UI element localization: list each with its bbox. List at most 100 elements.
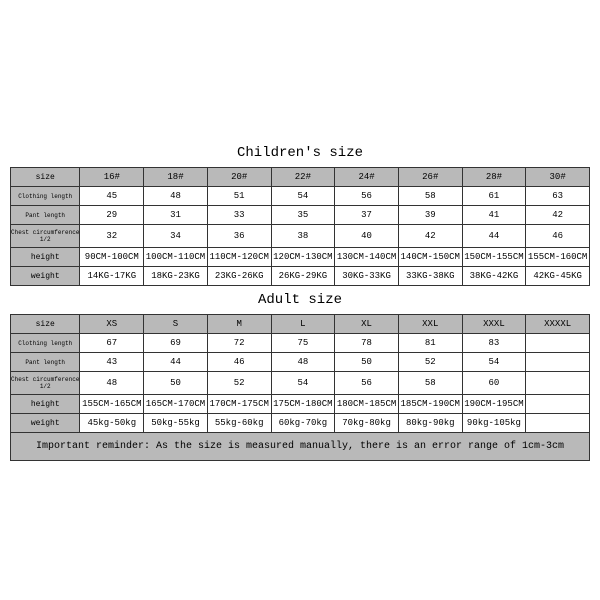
table-cell: 75 xyxy=(271,334,335,353)
row-label: Clothing length xyxy=(11,334,80,353)
table-cell: 42 xyxy=(398,225,462,248)
table-cell: 50 xyxy=(144,372,208,395)
table-cell: 38 xyxy=(271,225,335,248)
table-cell: 81 xyxy=(398,334,462,353)
table-cell: XXL xyxy=(398,315,462,334)
table-cell xyxy=(526,353,590,372)
table-cell: 41 xyxy=(462,206,526,225)
table-cell: 185CM-190CM xyxy=(398,395,462,414)
table-cell: 28# xyxy=(462,168,526,187)
size-chart-container: Children's size size16#18#20#22#24#26#28… xyxy=(10,139,590,461)
table-cell: 69 xyxy=(144,334,208,353)
table-cell: 150CM-155CM xyxy=(462,248,526,267)
table-cell: 44 xyxy=(462,225,526,248)
table-cell: L xyxy=(271,315,335,334)
children-size-table: size16#18#20#22#24#26#28#30# Clothing len… xyxy=(10,167,590,286)
table-cell: 155CM-165CM xyxy=(80,395,144,414)
table-cell: 33KG-38KG xyxy=(398,267,462,286)
table-cell: 170CM-175CM xyxy=(207,395,271,414)
table-cell: 70kg-80kg xyxy=(335,414,399,433)
table-cell: 130CM-140CM xyxy=(335,248,399,267)
row-label: height xyxy=(11,248,80,267)
table-cell: 50kg-55kg xyxy=(144,414,208,433)
table-cell: 67 xyxy=(80,334,144,353)
table-cell: 58 xyxy=(398,187,462,206)
table-cell: 23KG-26KG xyxy=(207,267,271,286)
table-cell: S xyxy=(144,315,208,334)
table-cell xyxy=(526,372,590,395)
table-cell: 90kg-105kg xyxy=(462,414,526,433)
table-cell: 61 xyxy=(462,187,526,206)
table-cell: 54 xyxy=(271,187,335,206)
table-cell: 45 xyxy=(80,187,144,206)
table-cell: 54 xyxy=(462,353,526,372)
table-cell xyxy=(526,395,590,414)
table-cell: 52 xyxy=(398,353,462,372)
adult-size-table: sizeXSSMLXLXXLXXXLXXXXLClothing length67… xyxy=(10,314,590,433)
table-cell: 39 xyxy=(398,206,462,225)
children-title: Children's size xyxy=(10,145,590,161)
table-cell: 51 xyxy=(207,187,271,206)
table-cell: 38KG-42KG xyxy=(462,267,526,286)
reminder-note: Important reminder: As the size is measu… xyxy=(10,433,590,461)
row-label: Clothing length xyxy=(11,187,80,206)
table-cell: 54 xyxy=(271,372,335,395)
table-cell: 20# xyxy=(207,168,271,187)
table-cell: 58 xyxy=(398,372,462,395)
table-cell: XS xyxy=(80,315,144,334)
table-cell: 32 xyxy=(80,225,144,248)
table-cell: 48 xyxy=(144,187,208,206)
table-cell: 190CM-195CM xyxy=(462,395,526,414)
table-cell: 46 xyxy=(207,353,271,372)
table-cell: 175CM-180CM xyxy=(271,395,335,414)
table-cell: 18# xyxy=(144,168,208,187)
table-cell: 30KG-33KG xyxy=(335,267,399,286)
table-cell xyxy=(526,334,590,353)
row-label: Chest circumference 1/2 xyxy=(11,225,80,248)
table-cell: 18KG-23KG xyxy=(144,267,208,286)
row-label: weight xyxy=(11,267,80,286)
table-cell: 31 xyxy=(144,206,208,225)
table-cell: 110CM-120CM xyxy=(207,248,271,267)
table-cell: 42 xyxy=(526,206,590,225)
table-cell: 40 xyxy=(335,225,399,248)
table-cell: 72 xyxy=(207,334,271,353)
table-cell: 55kg-60kg xyxy=(207,414,271,433)
table-cell: XXXL xyxy=(462,315,526,334)
table-cell: 165CM-170CM xyxy=(144,395,208,414)
table-cell: 43 xyxy=(80,353,144,372)
table-cell: 22# xyxy=(271,168,335,187)
table-cell: 56 xyxy=(335,187,399,206)
table-cell: 16# xyxy=(80,168,144,187)
table-cell: 48 xyxy=(271,353,335,372)
table-cell: 45kg-50kg xyxy=(80,414,144,433)
table-cell: 37 xyxy=(335,206,399,225)
table-cell: 29 xyxy=(80,206,144,225)
table-cell: 34 xyxy=(144,225,208,248)
table-cell: 24# xyxy=(335,168,399,187)
table-cell: 180CM-185CM xyxy=(335,395,399,414)
table-cell: 100CM-110CM xyxy=(144,248,208,267)
table-cell: 50 xyxy=(335,353,399,372)
row-label: Pant length xyxy=(11,206,80,225)
table-cell: 60 xyxy=(462,372,526,395)
table-cell: 33 xyxy=(207,206,271,225)
table-cell: 80kg-90kg xyxy=(398,414,462,433)
table-cell: 42KG-45KG xyxy=(526,267,590,286)
table-cell: XXXXL xyxy=(526,315,590,334)
table-cell: 83 xyxy=(462,334,526,353)
row-label: Pant length xyxy=(11,353,80,372)
table-cell: 90CM-100CM xyxy=(80,248,144,267)
table-cell: 14KG-17KG xyxy=(80,267,144,286)
table-cell: 155CM-160CM xyxy=(526,248,590,267)
table-cell: 35 xyxy=(271,206,335,225)
table-cell: 52 xyxy=(207,372,271,395)
table-cell: 140CM-150CM xyxy=(398,248,462,267)
table-cell: 30# xyxy=(526,168,590,187)
table-cell xyxy=(526,414,590,433)
table-cell: 26KG-29KG xyxy=(271,267,335,286)
table-cell: 26# xyxy=(398,168,462,187)
table-cell: 46 xyxy=(526,225,590,248)
row-label: size xyxy=(11,168,80,187)
row-label: size xyxy=(11,315,80,334)
